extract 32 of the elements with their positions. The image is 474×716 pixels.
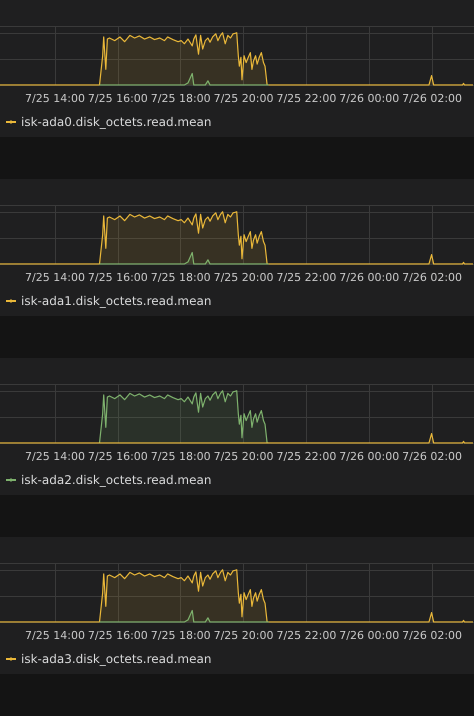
x-tick-label: 7/26 00:00 bbox=[339, 92, 400, 105]
x-tick-label: 7/25 22:00 bbox=[276, 450, 336, 463]
x-tick-label: 7/25 22:00 bbox=[276, 92, 336, 105]
x-tick-label: 7/25 18:00 bbox=[150, 629, 211, 642]
x-tick-label: 7/25 16:00 bbox=[88, 450, 148, 463]
x-tick-label: 7/26 02:00 bbox=[402, 271, 462, 284]
x-tick-label: 7/25 16:00 bbox=[88, 92, 148, 105]
x-tick-label: 7/25 20:00 bbox=[214, 629, 274, 642]
x-tick-label: 7/26 02:00 bbox=[402, 92, 462, 105]
x-tick-label: 7/26 00:00 bbox=[339, 271, 400, 284]
x-tick-label: 7/25 14:00 bbox=[25, 92, 85, 105]
x-tick-label: 7/25 14:00 bbox=[25, 629, 85, 642]
x-tick-label: 7/25 18:00 bbox=[150, 92, 211, 105]
x-tick-label: 7/26 02:00 bbox=[402, 629, 462, 642]
x-tick-label: 7/25 16:00 bbox=[88, 271, 148, 284]
x-tick-label: 7/25 20:00 bbox=[214, 271, 274, 284]
x-tick-label: 7/25 14:00 bbox=[25, 450, 85, 463]
legend-label: isk-ada1.disk_octets.read.mean bbox=[21, 294, 212, 308]
legend-label: isk-ada3.disk_octets.read.mean bbox=[21, 652, 212, 666]
x-tick-label: 7/26 02:00 bbox=[402, 450, 462, 463]
legend-label: isk-ada0.disk_octets.read.mean bbox=[21, 115, 212, 129]
x-tick-label: 7/25 14:00 bbox=[25, 271, 85, 284]
x-tick-label: 7/25 22:00 bbox=[276, 271, 336, 284]
x-tick-label: 7/25 20:00 bbox=[214, 92, 274, 105]
x-tick-label: 7/26 00:00 bbox=[339, 629, 400, 642]
x-tick-label: 7/26 00:00 bbox=[339, 450, 400, 463]
x-tick-label: 7/25 20:00 bbox=[214, 450, 274, 463]
legend-label: isk-ada2.disk_octets.read.mean bbox=[21, 473, 212, 487]
x-tick-label: 7/25 18:00 bbox=[150, 271, 211, 284]
x-tick-label: 7/25 22:00 bbox=[276, 629, 336, 642]
x-tick-label: 7/25 16:00 bbox=[88, 629, 148, 642]
x-tick-label: 7/25 18:00 bbox=[150, 450, 211, 463]
